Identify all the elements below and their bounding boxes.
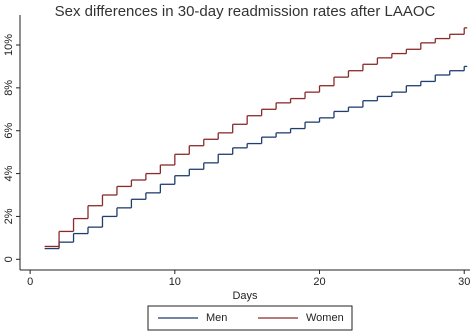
y-tick-label: 0 xyxy=(3,256,15,262)
x-tick-label: 30 xyxy=(458,276,470,288)
legend-label: Women xyxy=(306,312,344,324)
y-tick-label: 4% xyxy=(3,165,15,181)
x-tick-label: 10 xyxy=(169,276,181,288)
chart-title: Sex differences in 30-day readmission ra… xyxy=(55,3,436,20)
x-tick-label: 0 xyxy=(27,276,33,288)
y-tick-label: 8% xyxy=(3,80,15,96)
x-tick-label: 20 xyxy=(313,276,325,288)
legend-box xyxy=(147,305,353,331)
y-tick-label: 2% xyxy=(3,208,15,224)
y-tick-label: 6% xyxy=(3,123,15,139)
legend-label: Men xyxy=(206,312,227,324)
y-tick-label: 10% xyxy=(3,34,15,56)
x-axis-label: Days xyxy=(232,290,258,302)
